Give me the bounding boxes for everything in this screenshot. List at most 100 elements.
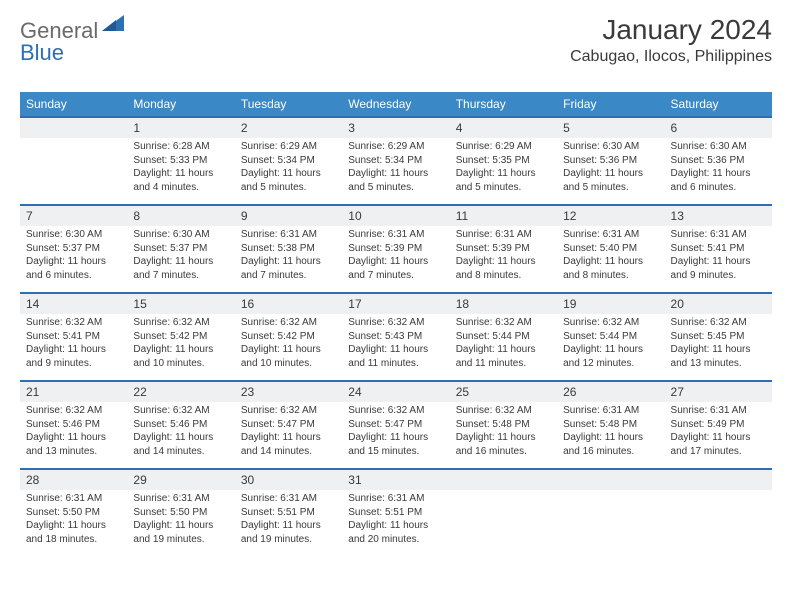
sunrise-text: Sunrise: 6:30 AM — [671, 140, 766, 154]
day-number: 15 — [127, 293, 234, 314]
day-number: 9 — [235, 205, 342, 226]
sunrise-text: Sunrise: 6:32 AM — [241, 316, 336, 330]
sunrise-text: Sunrise: 6:31 AM — [456, 228, 551, 242]
sunset-text: Sunset: 5:46 PM — [26, 418, 121, 432]
sunset-text: Sunset: 5:42 PM — [241, 330, 336, 344]
sunset-text: Sunset: 5:45 PM — [671, 330, 766, 344]
daylight-text: Daylight: 11 hours and 6 minutes. — [671, 167, 766, 194]
title-block: January 2024 Cabugao, Ilocos, Philippine… — [570, 14, 772, 66]
day-cell: Sunrise: 6:32 AMSunset: 5:42 PMDaylight:… — [235, 314, 342, 381]
daylight-text: Daylight: 11 hours and 14 minutes. — [133, 431, 228, 458]
day-number: 11 — [450, 205, 557, 226]
day-cell: Sunrise: 6:31 AMSunset: 5:39 PMDaylight:… — [342, 226, 449, 293]
day-cell: Sunrise: 6:31 AMSunset: 5:40 PMDaylight:… — [557, 226, 664, 293]
daylight-text: Daylight: 11 hours and 10 minutes. — [133, 343, 228, 370]
day-number: 25 — [450, 381, 557, 402]
day-number — [557, 469, 664, 490]
dow-saturday: Saturday — [665, 92, 772, 117]
day-cell: Sunrise: 6:32 AMSunset: 5:44 PMDaylight:… — [557, 314, 664, 381]
sunset-text: Sunset: 5:44 PM — [456, 330, 551, 344]
sunset-text: Sunset: 5:47 PM — [348, 418, 443, 432]
daylight-text: Daylight: 11 hours and 5 minutes. — [456, 167, 551, 194]
daylight-text: Daylight: 11 hours and 9 minutes. — [26, 343, 121, 370]
logo-triangle-icon — [102, 15, 124, 36]
day-number: 12 — [557, 205, 664, 226]
sunset-text: Sunset: 5:48 PM — [563, 418, 658, 432]
dow-friday: Friday — [557, 92, 664, 117]
sunset-text: Sunset: 5:51 PM — [348, 506, 443, 520]
day-cell: Sunrise: 6:31 AMSunset: 5:38 PMDaylight:… — [235, 226, 342, 293]
sunset-text: Sunset: 5:41 PM — [26, 330, 121, 344]
daylight-text: Daylight: 11 hours and 7 minutes. — [348, 255, 443, 282]
day-number-row: 28293031 — [20, 469, 772, 490]
day-number: 31 — [342, 469, 449, 490]
dow-tuesday: Tuesday — [235, 92, 342, 117]
daylight-text: Daylight: 11 hours and 7 minutes. — [241, 255, 336, 282]
sunset-text: Sunset: 5:50 PM — [133, 506, 228, 520]
calendar-table: Sunday Monday Tuesday Wednesday Thursday… — [20, 92, 772, 556]
day-number: 27 — [665, 381, 772, 402]
daylight-text: Daylight: 11 hours and 13 minutes. — [671, 343, 766, 370]
daylight-text: Daylight: 11 hours and 16 minutes. — [563, 431, 658, 458]
day-cell — [665, 490, 772, 556]
sunrise-text: Sunrise: 6:32 AM — [241, 404, 336, 418]
day-cell: Sunrise: 6:28 AMSunset: 5:33 PMDaylight:… — [127, 138, 234, 205]
daylight-text: Daylight: 11 hours and 20 minutes. — [348, 519, 443, 546]
day-number: 10 — [342, 205, 449, 226]
daylight-text: Daylight: 11 hours and 7 minutes. — [133, 255, 228, 282]
sunset-text: Sunset: 5:34 PM — [348, 154, 443, 168]
sunset-text: Sunset: 5:44 PM — [563, 330, 658, 344]
day-cell: Sunrise: 6:31 AMSunset: 5:50 PMDaylight:… — [20, 490, 127, 556]
daylight-text: Daylight: 11 hours and 9 minutes. — [671, 255, 766, 282]
sunrise-text: Sunrise: 6:32 AM — [348, 404, 443, 418]
sunrise-text: Sunrise: 6:31 AM — [241, 228, 336, 242]
dow-thursday: Thursday — [450, 92, 557, 117]
day-number — [665, 469, 772, 490]
day-cell: Sunrise: 6:31 AMSunset: 5:49 PMDaylight:… — [665, 402, 772, 469]
day-cell: Sunrise: 6:32 AMSunset: 5:46 PMDaylight:… — [127, 402, 234, 469]
sunset-text: Sunset: 5:33 PM — [133, 154, 228, 168]
day-cell: Sunrise: 6:31 AMSunset: 5:51 PMDaylight:… — [342, 490, 449, 556]
day-cell: Sunrise: 6:30 AMSunset: 5:37 PMDaylight:… — [20, 226, 127, 293]
sunrise-text: Sunrise: 6:31 AM — [563, 404, 658, 418]
day-number: 8 — [127, 205, 234, 226]
sunset-text: Sunset: 5:46 PM — [133, 418, 228, 432]
sunset-text: Sunset: 5:38 PM — [241, 242, 336, 256]
day-content-row: Sunrise: 6:32 AMSunset: 5:46 PMDaylight:… — [20, 402, 772, 469]
sunset-text: Sunset: 5:39 PM — [456, 242, 551, 256]
day-number: 14 — [20, 293, 127, 314]
day-number-row: 78910111213 — [20, 205, 772, 226]
day-cell: Sunrise: 6:32 AMSunset: 5:47 PMDaylight:… — [342, 402, 449, 469]
sunrise-text: Sunrise: 6:31 AM — [563, 228, 658, 242]
day-number: 1 — [127, 117, 234, 138]
day-of-week-row: Sunday Monday Tuesday Wednesday Thursday… — [20, 92, 772, 117]
day-number: 30 — [235, 469, 342, 490]
sunset-text: Sunset: 5:50 PM — [26, 506, 121, 520]
day-cell: Sunrise: 6:32 AMSunset: 5:45 PMDaylight:… — [665, 314, 772, 381]
day-cell: Sunrise: 6:32 AMSunset: 5:47 PMDaylight:… — [235, 402, 342, 469]
day-cell: Sunrise: 6:32 AMSunset: 5:41 PMDaylight:… — [20, 314, 127, 381]
daylight-text: Daylight: 11 hours and 8 minutes. — [563, 255, 658, 282]
sunrise-text: Sunrise: 6:29 AM — [456, 140, 551, 154]
day-number: 7 — [20, 205, 127, 226]
day-cell: Sunrise: 6:31 AMSunset: 5:41 PMDaylight:… — [665, 226, 772, 293]
sunset-text: Sunset: 5:49 PM — [671, 418, 766, 432]
day-cell: Sunrise: 6:30 AMSunset: 5:36 PMDaylight:… — [557, 138, 664, 205]
sunset-text: Sunset: 5:43 PM — [348, 330, 443, 344]
logo-text-blue: Blue — [20, 40, 64, 65]
day-number: 24 — [342, 381, 449, 402]
sunrise-text: Sunrise: 6:30 AM — [26, 228, 121, 242]
daylight-text: Daylight: 11 hours and 5 minutes. — [241, 167, 336, 194]
sunset-text: Sunset: 5:47 PM — [241, 418, 336, 432]
sunset-text: Sunset: 5:48 PM — [456, 418, 551, 432]
daylight-text: Daylight: 11 hours and 4 minutes. — [133, 167, 228, 194]
day-number: 18 — [450, 293, 557, 314]
day-number: 3 — [342, 117, 449, 138]
sunrise-text: Sunrise: 6:32 AM — [671, 316, 766, 330]
day-number: 23 — [235, 381, 342, 402]
day-cell: Sunrise: 6:29 AMSunset: 5:35 PMDaylight:… — [450, 138, 557, 205]
sunrise-text: Sunrise: 6:31 AM — [348, 228, 443, 242]
day-number: 5 — [557, 117, 664, 138]
daylight-text: Daylight: 11 hours and 18 minutes. — [26, 519, 121, 546]
sunrise-text: Sunrise: 6:29 AM — [241, 140, 336, 154]
